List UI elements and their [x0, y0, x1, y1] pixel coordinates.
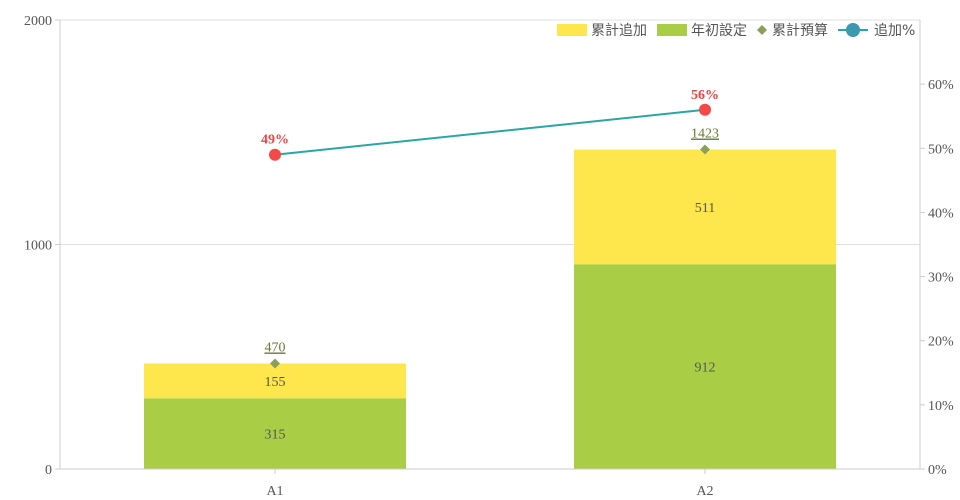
- bar-added: [144, 363, 406, 399]
- bar-base: [144, 398, 406, 469]
- bar-added-label: 511: [695, 201, 715, 216]
- total-label: 1423: [691, 127, 719, 142]
- data-labels: 315 155 470 912 511 1423 49% 56%: [261, 88, 719, 443]
- legend-label-pct: 追加%: [874, 23, 915, 39]
- legend: 累計追加 年初設定 累計預算 追加%: [557, 22, 915, 39]
- axes: 0 1000 2000 0% 10% 20% 30% 40% 50% 60% A1 A2: [24, 14, 954, 499]
- legend-swatch-pct-point: [846, 23, 860, 37]
- total-label: 470: [265, 340, 286, 355]
- percent-line: [269, 103, 711, 161]
- percent-label: 56%: [691, 88, 719, 103]
- legend-label-added: 累計追加: [591, 23, 647, 39]
- bar-base-label: 315: [265, 428, 286, 443]
- y-tick-label-left: 1000: [24, 239, 52, 254]
- y-tick-label-right: 60%: [928, 78, 954, 93]
- y-tick-label-right: 20%: [928, 335, 954, 350]
- percent-label: 49%: [261, 133, 289, 148]
- legend-swatch-added: [557, 24, 587, 36]
- bars: [144, 149, 836, 469]
- bar-base-label: 912: [695, 361, 716, 376]
- percent-point: [269, 148, 281, 161]
- x-tick-label: A2: [696, 484, 713, 499]
- legend-label-total: 累計預算: [772, 23, 828, 39]
- y-tick-label-right: 40%: [928, 206, 954, 221]
- legend-label-base: 年初設定: [691, 22, 747, 39]
- y-tick-label-left: 2000: [24, 14, 52, 29]
- bar-added-label: 155: [265, 375, 286, 390]
- y-tick-label-right: 10%: [928, 399, 954, 414]
- y-tick-label-right: 0%: [928, 463, 947, 478]
- y-tick-label-right: 50%: [928, 142, 954, 157]
- percent-line-path: [274, 108, 706, 156]
- total-marker: [700, 144, 710, 155]
- y-tick-label-left: 0: [45, 463, 52, 478]
- bar-base: [574, 264, 836, 469]
- percent-point: [699, 103, 711, 116]
- total-marker: [270, 358, 280, 369]
- y-tick-label-right: 30%: [928, 271, 954, 286]
- legend-swatch-total: [757, 25, 767, 35]
- legend-swatch-base: [657, 24, 687, 36]
- bar-added: [574, 149, 836, 265]
- x-tick-label: A1: [266, 484, 283, 499]
